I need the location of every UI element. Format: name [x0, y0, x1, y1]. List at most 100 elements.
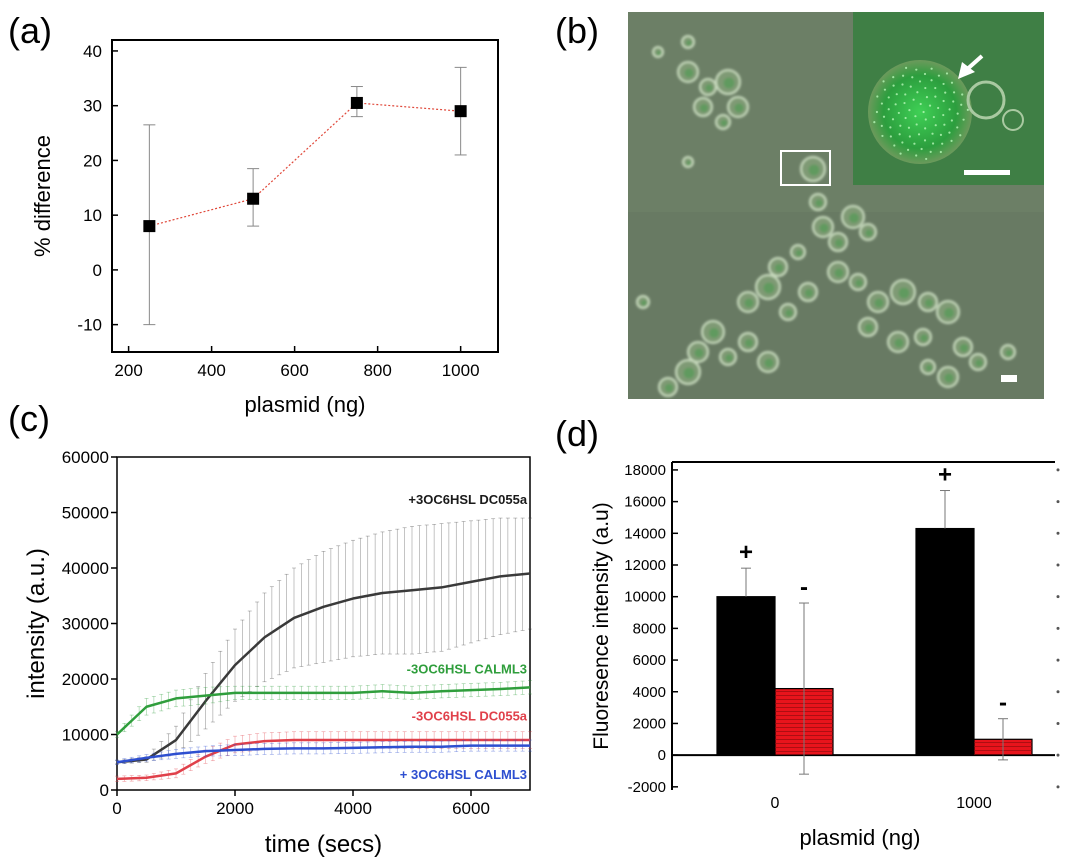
right-tick-dot — [1056, 753, 1060, 757]
fluorescent-dot — [895, 93, 898, 96]
fluorescent-dot — [903, 101, 906, 105]
fluorescent-dot — [914, 115, 917, 118]
x-tick-label: 6000 — [452, 799, 490, 818]
x-tick-label: 0 — [771, 795, 780, 812]
fluorescent-dot — [915, 154, 918, 157]
cell-core — [684, 68, 694, 78]
cell-core — [744, 338, 754, 348]
bar — [774, 687, 834, 756]
right-tick-dot — [1056, 690, 1060, 694]
y-axis-label: intensity (a.u.) — [23, 548, 50, 699]
fluorescent-dot — [956, 112, 959, 115]
cell-core — [709, 328, 719, 338]
y-axis-label: Fluoresence intensity (a.u) — [590, 502, 613, 749]
x-tick-label: 600 — [280, 361, 308, 380]
fluorescent-dot — [937, 74, 941, 77]
fluorescent-dot — [923, 72, 927, 76]
y-tick-label: 6000 — [633, 652, 666, 669]
series-line — [116, 572, 531, 764]
data-point — [247, 192, 260, 205]
x-tick-label: 0 — [112, 799, 121, 818]
x-tick-label: 400 — [197, 361, 225, 380]
cell-core — [898, 287, 910, 299]
cell-core — [1005, 349, 1013, 357]
cell-core — [664, 383, 674, 393]
cell-core — [683, 367, 695, 379]
cell-core — [975, 359, 983, 367]
fluorescent-dot — [889, 126, 892, 129]
fluorescent-dot — [934, 124, 937, 127]
cell-core — [849, 213, 859, 223]
series-label: -3OC6HSL CALML3 — [407, 661, 527, 676]
y-tick-label: 10000 — [62, 726, 109, 745]
cell-core — [819, 223, 829, 233]
fluorescent-dot — [923, 139, 927, 142]
microscopy-image — [628, 12, 1044, 399]
cell-core — [694, 348, 704, 358]
fluorescent-dot — [875, 110, 879, 114]
fluorescent-dot — [917, 133, 921, 136]
cell-core — [795, 249, 803, 257]
fluorescent-dot — [932, 115, 935, 119]
fluorescent-dot — [918, 80, 922, 83]
arrow-head — [958, 62, 975, 79]
cell-core — [699, 103, 709, 113]
fluorescent-dot — [894, 103, 897, 106]
fluorescent-dot — [893, 144, 896, 147]
cell-core — [865, 229, 873, 237]
fluorescent-dot — [908, 135, 911, 138]
fluorescent-dot — [950, 81, 954, 84]
fluorescent-dot — [915, 68, 918, 71]
fluorescent-dot — [911, 76, 914, 79]
y-tick-label: 20000 — [62, 670, 109, 689]
fluorescent-dot — [887, 96, 890, 99]
right-tick-dot — [1056, 658, 1060, 662]
fluorescent-dot — [909, 85, 912, 88]
fluorescent-dot — [899, 124, 902, 127]
fluorescent-dot — [934, 86, 937, 90]
fluorescent-dot — [904, 93, 907, 96]
fluorescent-dot — [906, 148, 910, 151]
fluorescent-dot — [889, 135, 892, 138]
y-tick-label: 12000 — [624, 557, 666, 574]
right-tick-dot — [1056, 500, 1060, 504]
fluorescent-dot — [930, 67, 933, 70]
y-tick-label: 16000 — [624, 494, 666, 511]
fluorescent-dot — [948, 108, 951, 111]
series-line — [116, 686, 531, 736]
fluorescent-dot — [913, 142, 916, 145]
fluorescent-dot — [897, 111, 900, 115]
fluorescent-dot — [925, 96, 929, 99]
panel-label-a: (a) — [8, 10, 52, 51]
panel-label-d: (d) — [555, 413, 599, 454]
y-tick-label: 14000 — [624, 525, 666, 542]
fluorescent-dot — [924, 86, 927, 90]
y-tick-label: 50000 — [62, 504, 109, 523]
fluorescent-dot — [899, 152, 902, 155]
fluorescent-dot — [908, 109, 911, 112]
fluorescent-dot — [928, 104, 932, 107]
y-tick-label: 10 — [83, 206, 102, 225]
fluorescent-dot — [939, 150, 942, 154]
right-tick-dot — [1056, 563, 1060, 567]
fluorescent-dot — [907, 126, 911, 129]
fluorescent-dot — [883, 88, 887, 91]
right-tick-dot — [1056, 531, 1060, 535]
fluorescent-dot — [937, 106, 940, 110]
y-tick-label: 40000 — [62, 559, 109, 578]
fluorescent-dot — [898, 133, 901, 136]
series-label: + 3OC6HSL CALML3 — [400, 767, 527, 782]
y-tick-label: 0 — [93, 261, 102, 280]
cell-core — [656, 50, 662, 56]
y-tick-label: 8000 — [633, 620, 666, 637]
y-tick-label: 40 — [83, 42, 102, 61]
fluorescent-dot — [922, 110, 925, 114]
cell-core — [744, 298, 754, 308]
data-point — [350, 96, 363, 109]
cell-core — [686, 40, 692, 46]
fluorescent-dot — [962, 118, 965, 121]
y-tick-label: 18000 — [624, 462, 666, 479]
plot-frame — [116, 456, 531, 791]
fluorescent-dot — [925, 157, 928, 161]
cell-core — [834, 268, 844, 278]
